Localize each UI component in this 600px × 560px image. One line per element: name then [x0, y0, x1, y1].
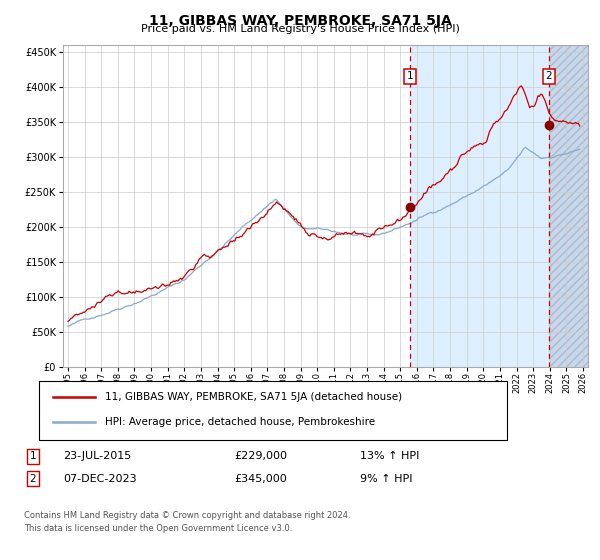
Text: £345,000: £345,000: [234, 474, 287, 484]
Text: 2: 2: [545, 71, 552, 81]
Text: Price paid vs. HM Land Registry's House Price Index (HPI): Price paid vs. HM Land Registry's House …: [140, 24, 460, 34]
Text: 9% ↑ HPI: 9% ↑ HPI: [360, 474, 413, 484]
Text: This data is licensed under the Open Government Licence v3.0.: This data is licensed under the Open Gov…: [24, 524, 292, 533]
Text: 1: 1: [29, 451, 37, 461]
Text: £229,000: £229,000: [234, 451, 287, 461]
Bar: [548, 45, 588, 367]
Text: HPI: Average price, detached house, Pembrokeshire: HPI: Average price, detached house, Pemb…: [104, 417, 374, 427]
Text: 1: 1: [407, 71, 413, 81]
Text: 11, GIBBAS WAY, PEMBROKE, SA71 5JA (detached house): 11, GIBBAS WAY, PEMBROKE, SA71 5JA (deta…: [104, 392, 401, 402]
Text: 07-DEC-2023: 07-DEC-2023: [63, 474, 137, 484]
Bar: [410, 45, 588, 367]
Text: 23-JUL-2015: 23-JUL-2015: [63, 451, 131, 461]
Text: 11, GIBBAS WAY, PEMBROKE, SA71 5JA: 11, GIBBAS WAY, PEMBROKE, SA71 5JA: [149, 14, 451, 28]
FancyBboxPatch shape: [39, 381, 507, 440]
Text: Contains HM Land Registry data © Crown copyright and database right 2024.: Contains HM Land Registry data © Crown c…: [24, 511, 350, 520]
Text: 13% ↑ HPI: 13% ↑ HPI: [360, 451, 419, 461]
Text: 2: 2: [29, 474, 37, 484]
